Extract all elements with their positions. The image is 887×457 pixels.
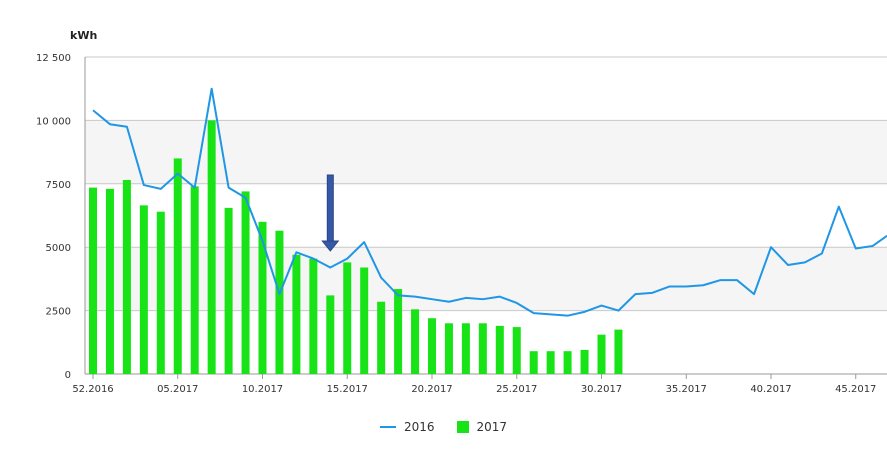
arrow-head — [321, 240, 340, 252]
bar-2017 — [190, 186, 199, 374]
bar-2017 — [292, 254, 301, 374]
y-tick-label: 7500 — [46, 180, 71, 191]
bar-2017 — [326, 295, 335, 374]
y-tick-label: 10 000 — [36, 116, 71, 127]
bar-2017 — [173, 158, 182, 374]
x-tick-label: 20.2017 — [411, 384, 452, 395]
bar-2017 — [258, 221, 267, 374]
legend-box-swatch — [456, 421, 469, 433]
bar-2017 — [207, 120, 216, 375]
legend-item-2016[interactable]: 2016 — [379, 420, 435, 434]
bar-2017 — [241, 191, 250, 374]
bar-2017 — [495, 325, 504, 374]
x-tick-label: 35.2017 — [666, 384, 707, 395]
x-tick-label: 25.2017 — [496, 384, 537, 395]
grid-band — [85, 183, 887, 248]
y-tick-label: 12 500 — [36, 53, 71, 64]
x-tick-label: 52.2016 — [72, 384, 113, 395]
x-tick-label: 15.2017 — [327, 384, 368, 395]
bar-2017 — [614, 329, 623, 374]
y-tick-label: 2500 — [46, 307, 71, 318]
x-tick-label: 40.2017 — [750, 384, 791, 395]
bar-2017 — [512, 327, 521, 374]
bar-2017 — [309, 258, 318, 374]
y-tick-label: 5000 — [46, 243, 71, 254]
bar-2017 — [105, 188, 114, 374]
bar-2017 — [529, 351, 538, 374]
legend: 2016 2017 — [0, 420, 887, 434]
x-tick-label: 30.2017 — [581, 384, 622, 395]
grid-band — [85, 247, 887, 311]
arrow-shaft — [326, 174, 334, 242]
bar-2017 — [428, 318, 436, 374]
bar-2017 — [546, 351, 555, 374]
legend-line-swatch — [379, 426, 396, 428]
bar-2017 — [563, 351, 572, 374]
bar-2017 — [275, 230, 284, 374]
bar-2017 — [461, 323, 470, 374]
series-line-2016 — [92, 87, 887, 317]
bar-2017 — [156, 211, 165, 374]
x-tick-label: 45.2017 — [835, 384, 876, 395]
y-tick-label: 0 — [65, 370, 71, 381]
bar-2017 — [580, 349, 589, 374]
bar-2017 — [394, 289, 403, 374]
bar-2017 — [360, 267, 369, 374]
legend-label-2016: 2016 — [403, 420, 435, 434]
bar-2017 — [377, 301, 386, 374]
y-axis-unit-label: kWh — [70, 29, 98, 42]
bar-2017 — [122, 179, 131, 374]
bar-2017 — [139, 205, 148, 374]
x-tick-label: 05.2017 — [157, 384, 198, 395]
bar-2017 — [224, 207, 233, 374]
bar-2017 — [343, 262, 352, 374]
legend-label-2017: 2017 — [476, 420, 508, 434]
bar-2017 — [89, 187, 97, 374]
bar-2017 — [597, 334, 606, 374]
bar-2017 — [478, 323, 487, 374]
legend-item-2017[interactable]: 2017 — [456, 420, 508, 434]
annotation-arrow-icon — [321, 174, 340, 252]
x-tick-label: 10.2017 — [242, 384, 283, 395]
grid-band — [85, 57, 887, 121]
bar-2017 — [444, 323, 453, 374]
bar-2017 — [411, 309, 420, 374]
